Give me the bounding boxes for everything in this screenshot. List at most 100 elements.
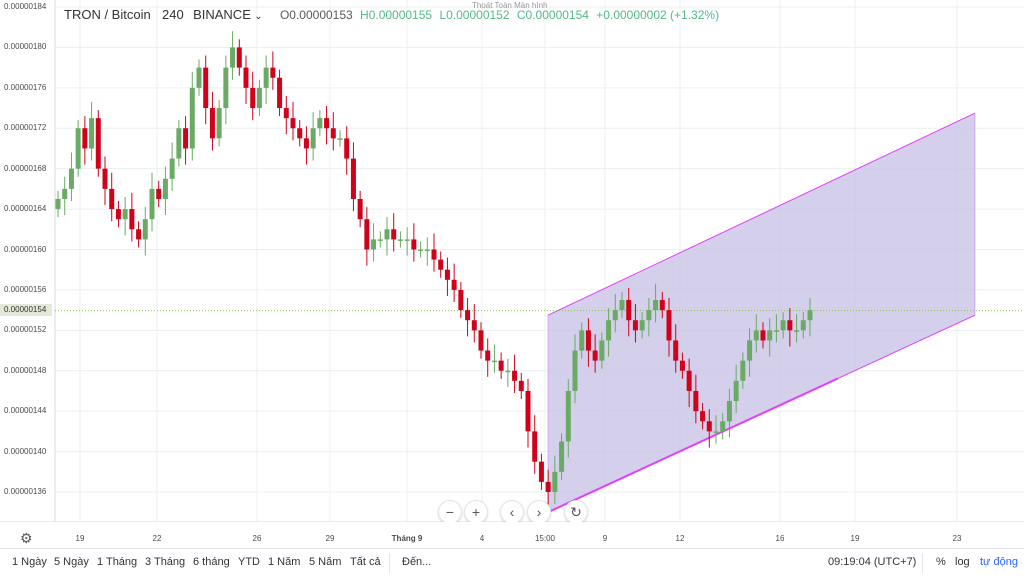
chevron-down-icon[interactable]: ⌄	[254, 11, 263, 22]
x-tick-label: 9	[602, 534, 608, 543]
exit-fullscreen-hint[interactable]: Thoát Toàn Màn hình	[472, 1, 548, 10]
symbol-name[interactable]: TRON / Bitcoin	[64, 7, 151, 22]
candle-body	[297, 128, 303, 139]
chart-area[interactable]: TRON / Bitcoin 240 BINANCE ⌄ O0.00000153…	[0, 0, 1024, 522]
candle-body	[263, 67, 269, 88]
candle-body	[344, 138, 350, 159]
candle-body	[216, 108, 222, 139]
candle-body	[726, 401, 732, 422]
open-value: O0.00000153	[279, 8, 353, 22]
y-tick-label: 0.00000164	[4, 204, 47, 214]
candle-body	[639, 320, 645, 331]
candle-body	[230, 47, 236, 68]
candle-body	[95, 118, 101, 169]
candle-body	[666, 310, 672, 341]
candle-body	[673, 340, 679, 361]
candle-body	[424, 249, 430, 251]
x-tick-label: 29	[325, 534, 335, 543]
x-tick-label: 22	[152, 534, 162, 543]
x-tick-label: 26	[252, 534, 262, 543]
reset-chart-button[interactable]: ↻	[564, 500, 588, 522]
candle-body	[243, 67, 249, 88]
candle-body	[102, 168, 108, 189]
candle-body	[109, 188, 115, 210]
candle-body	[176, 128, 182, 159]
clock-display[interactable]: 09:19:04 (UTC+7)	[828, 556, 917, 568]
plus-icon: +	[471, 504, 481, 520]
candle-body	[512, 370, 518, 381]
range-1-year[interactable]: 1 Năm	[268, 556, 301, 568]
candle-body	[411, 239, 417, 250]
candle-body	[659, 300, 665, 311]
candle-body	[465, 310, 471, 321]
candle-body	[800, 320, 806, 331]
gear-icon[interactable]: ⚙	[20, 530, 33, 546]
interval-label[interactable]: 240	[162, 7, 184, 22]
range-1-day[interactable]: 1 Ngày	[12, 556, 47, 568]
range-5-years[interactable]: 5 Năm	[309, 556, 342, 568]
candle-body	[82, 128, 88, 149]
candle-body	[807, 310, 813, 321]
price-chart[interactable]	[0, 0, 1024, 522]
zoom-out-button[interactable]: −	[438, 500, 462, 522]
y-tick-label: 0.00000144	[4, 406, 47, 416]
candle-body	[733, 380, 739, 402]
candle-body	[136, 229, 142, 240]
candle-body	[538, 461, 544, 482]
candle-body	[565, 390, 571, 442]
candle-body	[525, 390, 531, 432]
candle-body	[377, 239, 383, 241]
candle-body	[317, 118, 323, 129]
percent-scale-toggle[interactable]: %	[936, 556, 946, 568]
y-tick-label: 0.00000140	[4, 446, 47, 456]
candle-body	[713, 431, 719, 433]
candle-body	[371, 239, 377, 250]
minus-icon: −	[445, 504, 455, 520]
y-tick-label: 0.00000136	[4, 487, 47, 496]
candle-body	[747, 340, 753, 361]
range-5-days[interactable]: 5 Ngày	[54, 556, 89, 568]
zoom-in-button[interactable]: +	[464, 500, 488, 522]
candle-body	[491, 360, 497, 363]
auto-scale-toggle[interactable]: tự động	[980, 556, 1018, 568]
candle-body	[485, 350, 491, 361]
candle-body	[404, 239, 410, 241]
scroll-right-button[interactable]: ›	[527, 500, 551, 522]
y-tick-label: 0.00000184	[4, 2, 47, 11]
y-tick-label: 0.00000160	[4, 244, 47, 254]
exchange-label[interactable]: BINANCE	[193, 7, 251, 22]
reset-icon: ↻	[570, 503, 582, 520]
log-scale-toggle[interactable]: log	[955, 556, 970, 568]
chevron-left-icon: ‹	[509, 504, 515, 520]
candle-body	[270, 67, 276, 78]
candle-body	[55, 198, 61, 210]
candle-body	[391, 229, 397, 240]
range-6-months[interactable]: 6 tháng	[193, 556, 230, 568]
candle-body	[250, 87, 256, 109]
x-tick-label: 19	[75, 534, 85, 543]
candle-body	[626, 300, 632, 321]
scroll-left-button[interactable]: ‹	[500, 500, 524, 522]
goto-date-button[interactable]: Đến...	[402, 556, 432, 568]
candle-body	[223, 67, 229, 109]
candle-body	[283, 108, 289, 119]
candle-body	[183, 128, 189, 149]
candle-body	[478, 330, 484, 351]
candle-body	[599, 340, 605, 361]
candle-body	[438, 259, 444, 270]
change-value: +0.00000002 (+1.32%)	[596, 8, 720, 22]
candle-body	[787, 320, 793, 331]
range-3-months[interactable]: 3 Tháng	[145, 556, 186, 568]
candle-body	[471, 320, 477, 331]
candle-body	[693, 390, 699, 412]
candle-body	[418, 249, 424, 251]
candle-body	[209, 108, 215, 139]
candle-body	[350, 158, 356, 199]
candle-body	[162, 178, 168, 199]
range-1-month[interactable]: 1 Tháng	[97, 556, 138, 568]
candle-body	[559, 441, 565, 472]
x-tick-label: Tháng 9	[391, 534, 423, 543]
range-all[interactable]: Tất cả	[350, 556, 381, 568]
range-ytd[interactable]: YTD	[238, 556, 260, 568]
candle-body	[653, 300, 659, 311]
